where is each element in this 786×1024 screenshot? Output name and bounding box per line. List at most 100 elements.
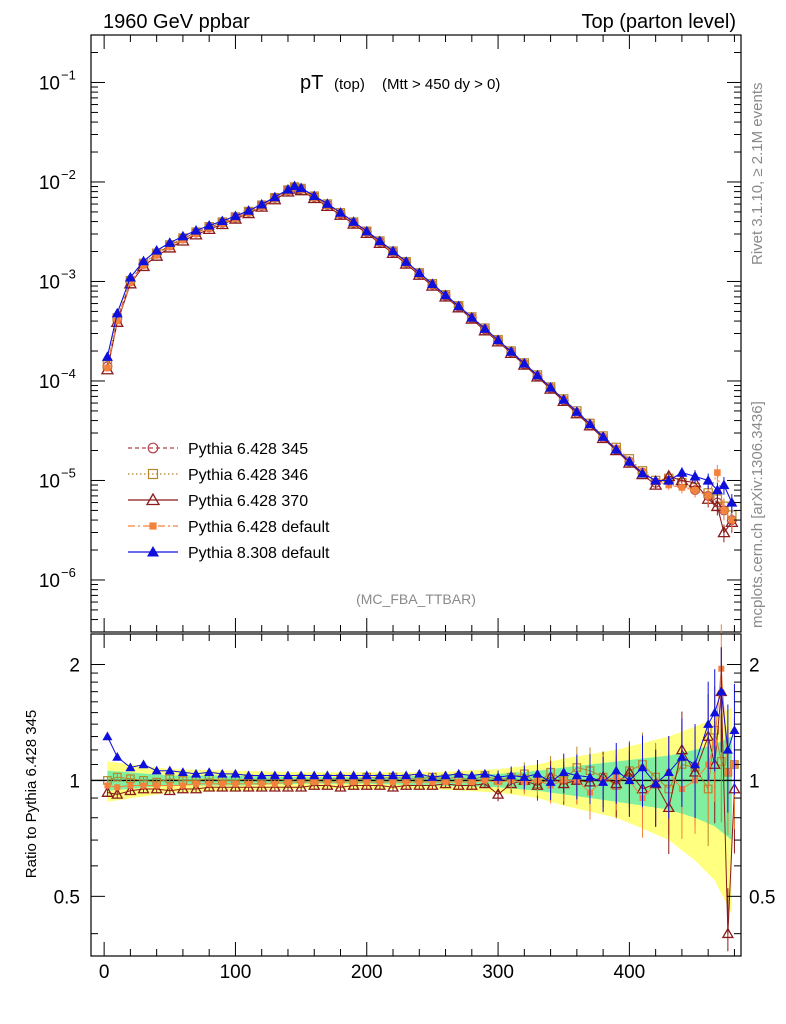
data-point <box>718 479 730 490</box>
data-point <box>256 198 268 209</box>
data-point <box>650 474 662 485</box>
main-y-tick-label: 10 <box>39 471 60 492</box>
ratio-point <box>584 772 595 781</box>
legend-marker-p345 <box>147 442 159 454</box>
data-point <box>720 507 728 514</box>
ratio-point <box>519 772 530 781</box>
data-point <box>113 317 121 325</box>
data-point <box>177 230 189 241</box>
data-point <box>334 207 346 217</box>
ratio-point <box>376 779 383 786</box>
collision-label: 1960 GeV ppbar <box>103 11 250 33</box>
ratio-point <box>506 770 517 780</box>
legend: Pythia 6.428 345 Pythia 6.428 346 Pythia 6… <box>128 441 330 562</box>
ratio-point <box>258 780 265 787</box>
data-point <box>216 215 228 226</box>
x-tick-label: 100 <box>220 962 252 983</box>
ratio-point <box>124 784 137 796</box>
main-y-tick-label: 10 <box>39 272 60 293</box>
side-annotations: Rivet 3.1.10, ≥ 2.1M events mcplots.cern… <box>749 83 766 629</box>
ratio-point <box>204 767 215 777</box>
data-point <box>111 307 123 318</box>
data-point <box>138 255 150 266</box>
legend-label-p345: Pythia 6.428 345 <box>188 441 308 458</box>
ratio-point <box>624 775 635 785</box>
ratio-point <box>558 767 569 777</box>
rivet-version-label: Rivet 3.1.10, ≥ 2.1M events <box>749 83 766 266</box>
data-point <box>374 235 386 246</box>
ratio-point <box>416 779 423 786</box>
data-point <box>127 279 134 287</box>
data-point <box>289 180 301 191</box>
data-point <box>269 191 281 202</box>
data-point <box>558 394 570 404</box>
ratio-point <box>322 770 333 780</box>
data-point <box>711 484 723 495</box>
ratio-point <box>611 765 622 775</box>
ratio-panel: 0.5 0.5 1 1 2 2 0 100 200 300 400 Ratio to Pythia … <box>23 624 775 983</box>
data-point <box>308 190 320 200</box>
ratio-point <box>296 770 307 780</box>
ratio-point <box>663 767 674 777</box>
main-y-tick-exponent: −1 <box>61 67 76 82</box>
ratio-point <box>403 779 410 786</box>
x-tick-label: 400 <box>614 962 646 983</box>
ratio-point <box>298 779 305 786</box>
data-point <box>545 381 557 392</box>
ratio-point <box>164 765 175 775</box>
legend-marker-p8def <box>147 546 159 557</box>
data-point <box>492 334 504 345</box>
ratio-y-tick-label-right: 0.5 <box>749 887 775 908</box>
ratio-point <box>112 752 123 761</box>
main-y-tick-exponent: −4 <box>61 366 76 381</box>
ratio-point <box>716 757 726 766</box>
ratio-point <box>127 782 134 789</box>
data-point <box>710 499 724 512</box>
data-point <box>387 245 399 256</box>
main-panel: 10−110−210−310−410−510−6 pT (top) (Mtt >… <box>39 34 742 633</box>
analysis-watermark: (MC_FBA_TTBAR) <box>356 591 476 607</box>
ratio-point <box>125 762 136 772</box>
x-tick-label: 200 <box>351 962 383 983</box>
ratio-point <box>493 772 504 781</box>
main-plot-series <box>100 180 739 543</box>
series-line-p6def <box>106 187 733 521</box>
legend-marker-p370 <box>145 492 161 506</box>
ratio-point <box>466 770 477 780</box>
ratio-point <box>598 777 609 786</box>
ratio-point <box>468 779 475 786</box>
data-point <box>691 486 699 494</box>
data-point <box>426 278 438 289</box>
data-point <box>717 525 731 538</box>
ratio-y-tick-label: 1 <box>69 771 80 792</box>
ratio-point <box>217 768 228 778</box>
data-point <box>505 346 517 356</box>
ratio-y-tick-label-right: 1 <box>749 771 760 792</box>
data-point <box>151 244 163 255</box>
ratio-point <box>245 780 252 787</box>
data-point <box>531 369 543 380</box>
ratio-point <box>374 770 385 780</box>
main-y-tick-label: 10 <box>39 73 60 94</box>
title-sub: (top) <box>334 76 365 93</box>
ratio-point <box>335 770 346 780</box>
ratio-point <box>453 768 464 778</box>
ratio-point <box>206 780 213 787</box>
ratio-point <box>545 777 556 786</box>
ratio-point <box>337 779 344 786</box>
data-point <box>663 474 675 485</box>
data-point <box>282 184 294 194</box>
data-point <box>101 351 113 361</box>
title-cut: (Mtt > 450 dy > 0) <box>382 76 500 93</box>
ratio-point <box>138 759 149 769</box>
ratio-point <box>650 778 661 788</box>
mcplots-reference-label: mcplots.cern.ch [arXiv:1306.3436] <box>749 401 766 628</box>
data-point <box>413 267 425 278</box>
data-point <box>164 237 176 247</box>
data-point <box>453 300 465 311</box>
data-point <box>243 205 255 215</box>
ratio-point <box>294 780 308 792</box>
ratio-point <box>388 770 399 780</box>
main-y-tick-label: 10 <box>39 372 60 393</box>
